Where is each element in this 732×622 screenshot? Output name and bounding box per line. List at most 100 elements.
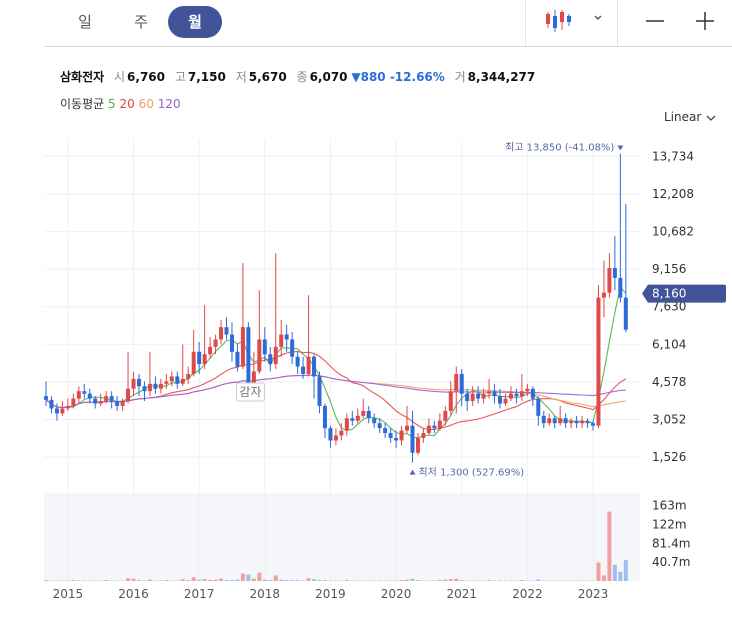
high-value: 7,150 (187, 70, 226, 84)
scale-selector[interactable]: Linear (664, 110, 717, 124)
candle (415, 433, 420, 456)
candle (372, 413, 377, 429)
volume-bar (519, 580, 524, 581)
zoom-in-button[interactable] (696, 12, 714, 30)
volume-bar (240, 573, 245, 581)
year-tick-label: 2018 (250, 587, 281, 601)
ma-5[interactable]: 5 (108, 97, 116, 111)
candle (197, 341, 202, 374)
candle (257, 290, 262, 374)
candle (623, 204, 628, 333)
candle (312, 354, 317, 399)
candle (235, 344, 240, 372)
candle (93, 396, 98, 409)
price-tick-label: 13,734 (652, 149, 694, 163)
chart-type-selector[interactable] (525, 0, 618, 46)
candle (131, 371, 136, 397)
candle (290, 332, 295, 365)
candle (333, 428, 338, 446)
candle (601, 260, 606, 318)
price-tick-label: 7,630 (652, 300, 686, 314)
candle (344, 413, 349, 436)
volume-bar (536, 579, 541, 581)
chevron-down-icon (706, 115, 716, 121)
candle (328, 425, 333, 448)
candle (186, 366, 191, 384)
volume-bar (219, 578, 224, 581)
candle (563, 413, 568, 429)
tab-week[interactable]: 주 (134, 13, 148, 31)
volume-bar (415, 580, 420, 581)
open-value: 6,760 (127, 70, 166, 84)
candle (202, 305, 207, 370)
volume-bar (312, 579, 317, 581)
volume-bar (322, 580, 327, 581)
volume-bar (180, 579, 185, 581)
volume-bar (290, 580, 295, 581)
volume-bar (405, 579, 410, 581)
candle (262, 327, 267, 362)
volume-bar (164, 580, 169, 581)
candle (191, 329, 196, 377)
year-tick-label: 2016 (118, 587, 149, 601)
candle (536, 396, 541, 426)
volume-legend: 거래량 8,344,277 (60, 498, 165, 515)
candle (487, 378, 492, 399)
candle (49, 396, 54, 414)
year-tick-label: 2017 (184, 587, 215, 601)
ma-20[interactable]: 20 (119, 97, 135, 111)
candle (437, 413, 442, 431)
volume-bar (126, 578, 131, 581)
candle (547, 413, 552, 426)
candle (591, 420, 595, 431)
candle (569, 418, 574, 429)
candlestick-icon (546, 10, 602, 32)
ma-120[interactable]: 120 (157, 97, 181, 111)
candle (470, 386, 475, 406)
candle (273, 253, 278, 370)
candle (612, 236, 617, 291)
candle (301, 356, 306, 379)
volume-tick-label: 163m (652, 499, 687, 513)
candle (525, 383, 530, 397)
ma-line-5 (45, 285, 627, 439)
ma-60[interactable]: 60 (138, 97, 154, 111)
candle (82, 383, 87, 399)
min-annotation: 최저 1,300 (527.69%) (418, 467, 524, 479)
max-annotation: 최고 13,850 (-41.08%) (505, 142, 614, 154)
volume-bar (186, 580, 191, 581)
zoom-controls (617, 0, 732, 46)
event-marker (235, 382, 265, 402)
stock-name: 삼화전자 (60, 70, 105, 84)
candle (508, 386, 513, 402)
volume-bar (147, 579, 152, 581)
tab-month[interactable]: 월 (168, 6, 222, 38)
ma-line-60 (45, 374, 626, 409)
low-value: 5,670 (248, 70, 287, 84)
candle (279, 319, 284, 357)
volume-label: 거 (454, 70, 466, 84)
candle (65, 398, 70, 411)
candle (503, 393, 508, 406)
candle (481, 388, 486, 404)
candle (284, 324, 289, 352)
ma-line-20 (45, 350, 627, 430)
volume-bar (487, 580, 492, 581)
volume-bar (213, 579, 218, 581)
volume-bar (202, 579, 207, 581)
candle (109, 391, 114, 409)
volume-bar (279, 579, 284, 581)
candle (519, 373, 524, 402)
candle (229, 322, 234, 362)
candle (432, 420, 437, 434)
volume-bar (136, 580, 141, 581)
volume-bar (443, 579, 448, 581)
volume-bar (268, 580, 273, 581)
candle (169, 371, 174, 387)
open-label: 시 (114, 70, 126, 84)
tab-day[interactable]: 일 (78, 13, 92, 31)
candle (44, 381, 48, 406)
volume-bar (197, 579, 202, 581)
volume-bar (246, 574, 251, 581)
candle (98, 393, 103, 406)
